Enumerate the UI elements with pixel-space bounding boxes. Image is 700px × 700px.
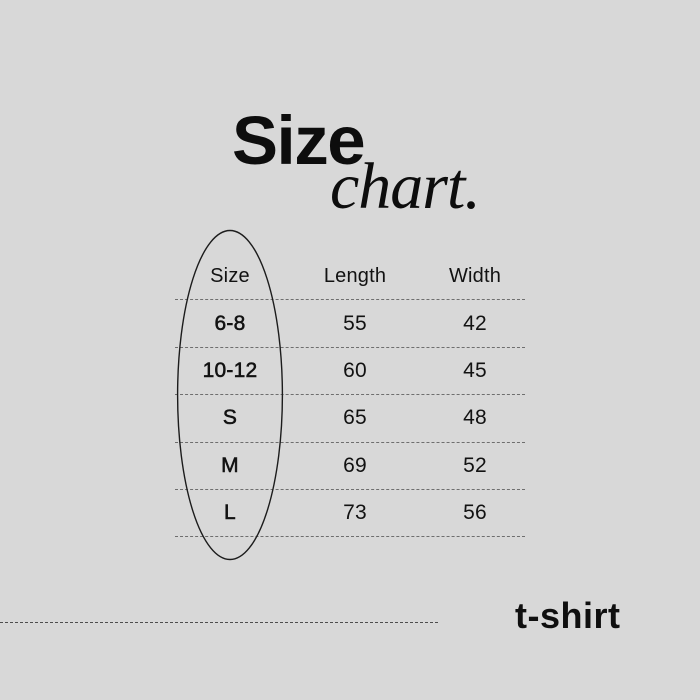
table-row: S 65 48 (175, 395, 525, 443)
table-header-row: Size Length Width (175, 253, 525, 301)
size-cell: S (222, 406, 238, 430)
bottom-divider (0, 622, 438, 623)
table-row: L 73 56 (175, 490, 525, 538)
size-cell: 10-12 (202, 358, 258, 383)
size-table: Size Length Width 6-8 55 42 10-12 60 45 … (175, 253, 525, 538)
column-header-size: Size (210, 264, 250, 287)
length-cell: 60 (343, 358, 367, 382)
table-row: 10-12 60 45 (175, 348, 525, 396)
size-cell: L (224, 501, 236, 525)
length-cell: 65 (343, 406, 367, 430)
page-title-size: Size (232, 102, 366, 179)
size-cell: M (221, 453, 239, 477)
width-cell: 48 (463, 406, 487, 430)
table-row: M 69 52 (175, 443, 525, 490)
width-cell: 56 (463, 501, 487, 525)
column-header-length: Length (323, 264, 387, 287)
width-cell: 42 (463, 311, 487, 335)
column-header-width: Width (448, 264, 502, 287)
length-cell: 55 (343, 311, 367, 335)
size-cell: 6-8 (214, 311, 246, 335)
table-row: 6-8 55 42 (175, 300, 525, 348)
page-title-chart: chart. (330, 150, 481, 223)
length-cell: 69 (343, 453, 367, 477)
footer-label: t-shirt (515, 595, 621, 636)
length-cell: 73 (343, 501, 367, 525)
width-cell: 45 (463, 358, 487, 382)
width-cell: 52 (463, 453, 487, 477)
